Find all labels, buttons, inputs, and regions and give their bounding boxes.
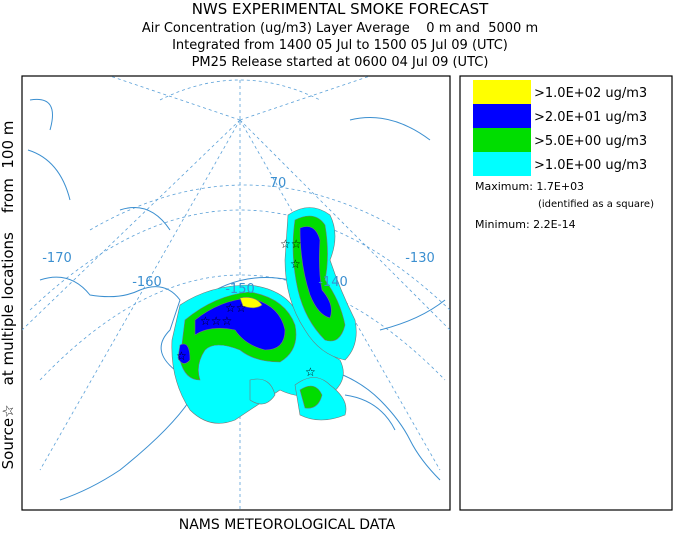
longitude-label: -150 [225, 282, 255, 297]
plume [239, 297, 263, 309]
legend: Maximum: 1.7E+03 (identified as a square… [459, 75, 673, 511]
source-marker: ☆ [290, 257, 301, 271]
coastline [119, 207, 446, 431]
map: -170 -160 -150 -140 -130 70 ☆☆ ☆ ☆☆☆ ☆☆ … [21, 75, 451, 511]
source-marker: ☆☆ [225, 301, 247, 315]
legend-label: >1.0E+02 ug/m3 [534, 86, 647, 101]
longitude-label: -140 [318, 275, 348, 290]
longitude-label: -170 [42, 251, 72, 266]
source-markers: ☆☆ ☆ ☆☆☆ ☆☆ ☆ ☆ [176, 237, 316, 379]
maximum-note: (identified as a square) [538, 199, 654, 210]
legend-label: >5.0E+00 ug/m3 [534, 134, 647, 149]
footer: NAMS METEOROLOGICAL DATA [179, 517, 396, 532]
legend-swatch [473, 152, 531, 176]
longitude-label: -160 [132, 275, 162, 290]
minimum: Minimum: 2.2E-14 [475, 218, 576, 231]
plume [299, 385, 323, 409]
source-marker: ☆ [176, 349, 187, 363]
subtitle: Air Concentration (ug/m3) Layer Average … [142, 21, 538, 36]
subtitle: Integrated from 1400 05 Jul to 1500 05 J… [172, 38, 508, 53]
title: NWS EXPERIMENTAL SMOKE FORECAST [192, 0, 489, 18]
source-marker: ☆ [305, 365, 316, 379]
latitude-label: 70 [270, 176, 287, 191]
legend-swatch [473, 104, 531, 128]
plumes [171, 207, 357, 424]
plume [299, 226, 332, 319]
graticule [29, 79, 450, 381]
subtitle: PM25 Release started at 0600 04 Jul 09 (… [192, 55, 489, 70]
legend-swatch [473, 128, 531, 152]
source-marker: ☆☆ [280, 237, 302, 251]
legend-swatch [473, 80, 531, 104]
graticule [22, 76, 450, 510]
legend-label: >2.0E+01 ug/m3 [534, 110, 647, 125]
plume [249, 377, 347, 421]
side-label: Source☆ at multiple locations from 100 m [0, 121, 17, 470]
maximum: Maximum: 1.7E+03 [475, 180, 584, 193]
coastline [27, 98, 441, 501]
legend-label: >1.0E+00 ug/m3 [534, 158, 647, 173]
longitude-label: -130 [405, 251, 435, 266]
source-marker: ☆☆☆ [200, 314, 232, 328]
